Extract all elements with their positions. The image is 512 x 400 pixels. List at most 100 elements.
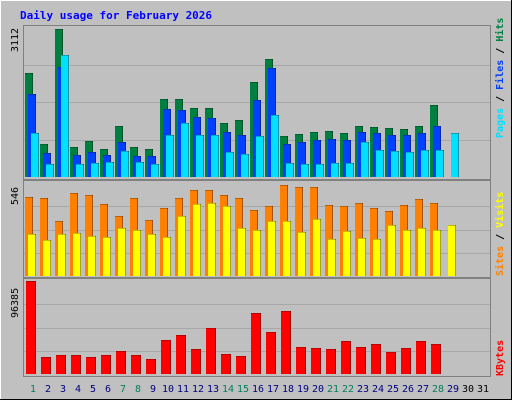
bar-visits-day-3: [58, 234, 66, 276]
bar-visits-day-17: [268, 221, 276, 276]
x-label-day-4: 4: [75, 384, 81, 395]
legend-sites: Sites: [494, 246, 506, 276]
bar-pages-day-29: [451, 133, 459, 177]
bar-pages-day-1: [31, 133, 39, 177]
bar-kbytes-day-3: [56, 355, 66, 374]
bar-sites-day-19: [295, 187, 303, 276]
x-label-day-25: 25: [387, 384, 399, 395]
legend-files: Files: [494, 60, 506, 90]
bar-visits-day-20: [313, 219, 321, 276]
hits-legend: Pages / Files / Hits: [494, 18, 506, 138]
bar-sites-day-2: [40, 198, 48, 276]
bar-pages-day-7: [121, 151, 129, 177]
x-label-day-7: 7: [120, 384, 126, 395]
bar-pages-day-20: [316, 164, 324, 177]
bar-visits-day-5: [88, 236, 96, 276]
bar-kbytes-day-13: [206, 328, 216, 374]
bar-pages-day-22: [346, 163, 354, 177]
bar-pages-day-11: [181, 123, 189, 177]
bar-visits-day-2: [43, 240, 51, 276]
legend-visits: Visits: [494, 192, 506, 228]
bar-visits-day-25: [388, 225, 396, 276]
bar-kbytes-day-24: [371, 344, 381, 374]
bar-kbytes-day-10: [161, 340, 171, 374]
x-axis-labels: 1 2 3 4 5 6 7 8 9 10 11 12 13 14 15 16 17 18 19 20 21 22 23 24 2…: [30, 384, 489, 395]
bar-kbytes-day-9: [146, 359, 156, 374]
x-label-day-21: 21: [327, 384, 339, 395]
bar-visits-day-16: [253, 230, 261, 276]
bar-kbytes-day-4: [71, 355, 81, 374]
bar-pages-day-25: [391, 151, 399, 177]
bar-kbytes-day-25: [386, 352, 396, 374]
bar-pages-day-21: [331, 163, 339, 177]
legend-pages: Pages: [495, 108, 506, 138]
bar-pages-day-5: [91, 163, 99, 177]
bar-pages-day-28: [436, 150, 444, 177]
bar-pages-day-6: [106, 162, 114, 177]
bar-visits-day-14: [223, 206, 231, 276]
bar-pages-day-27: [421, 150, 429, 177]
x-label-day-18: 18: [282, 384, 294, 395]
x-label-day-11: 11: [177, 384, 189, 395]
bar-kbytes-day-27: [416, 341, 426, 374]
bar-kbytes-day-17: [266, 332, 276, 374]
bar-visits-day-11: [178, 216, 186, 276]
kbytes-ymax-label: 96385: [10, 288, 21, 318]
bar-visits-day-13: [208, 203, 216, 276]
x-label-day-6: 6: [105, 384, 111, 395]
x-label-day-24: 24: [372, 384, 384, 395]
bar-kbytes-day-5: [86, 357, 96, 374]
x-label-day-23: 23: [357, 384, 369, 395]
bar-pages-day-10: [166, 135, 174, 177]
bar-kbytes-day-28: [431, 344, 441, 374]
bar-files-day-19: [298, 142, 306, 177]
bar-files-day-20: [313, 140, 321, 177]
bar-kbytes-day-18: [281, 311, 291, 374]
bar-pages-day-13: [211, 135, 219, 177]
x-label-day-28: 28: [432, 384, 444, 395]
x-label-day-3: 3: [60, 384, 66, 395]
bar-files-day-18: [283, 144, 291, 177]
bar-files-day-22: [343, 140, 351, 177]
bar-visits-day-21: [328, 239, 336, 276]
bar-kbytes-day-11: [176, 335, 186, 374]
bar-sites-day-5: [85, 195, 93, 276]
bar-kbytes-day-16: [251, 313, 261, 374]
x-label-day-8: 8: [135, 384, 141, 395]
bar-pages-day-24: [376, 150, 384, 177]
bar-visits-day-28: [433, 230, 441, 276]
bar-visits-day-1: [28, 234, 36, 276]
bar-pages-day-4: [76, 164, 84, 177]
bar-kbytes-day-2: [41, 357, 51, 374]
bar-pages-day-12: [196, 135, 204, 177]
bar-kbytes-day-6: [101, 355, 111, 374]
x-label-day-2: 2: [45, 384, 51, 395]
bar-visits-day-6: [103, 237, 111, 276]
chart-title: Daily usage for February 2026: [20, 9, 212, 22]
kbytes-legend: KBytes: [495, 340, 506, 376]
x-label-day-29: 29: [447, 384, 459, 395]
bar-kbytes-day-14: [221, 354, 231, 374]
x-label-day-13: 13: [207, 384, 219, 395]
bar-kbytes-day-23: [356, 347, 366, 374]
bar-visits-day-15: [238, 228, 246, 276]
legend-sep-1: /: [495, 90, 506, 108]
bar-kbytes-day-20: [311, 348, 321, 374]
bar-pages-day-16: [256, 136, 264, 177]
bar-visits-day-27: [418, 228, 426, 276]
bar-pages-day-19: [301, 164, 309, 177]
x-label-day-27: 27: [417, 384, 429, 395]
x-label-day-15: 15: [237, 384, 249, 395]
bar-visits-day-22: [343, 231, 351, 276]
bar-files-day-21: [328, 139, 336, 177]
bar-visits-day-23: [358, 238, 366, 276]
bar-kbytes-day-8: [131, 355, 141, 374]
bar-pages-day-15: [241, 154, 249, 177]
bar-visits-day-7: [118, 228, 126, 276]
bar-kbytes-day-21: [326, 349, 336, 374]
x-label-day-5: 5: [90, 384, 96, 395]
bar-kbytes-day-19: [296, 347, 306, 374]
bar-pages-day-18: [286, 163, 294, 177]
